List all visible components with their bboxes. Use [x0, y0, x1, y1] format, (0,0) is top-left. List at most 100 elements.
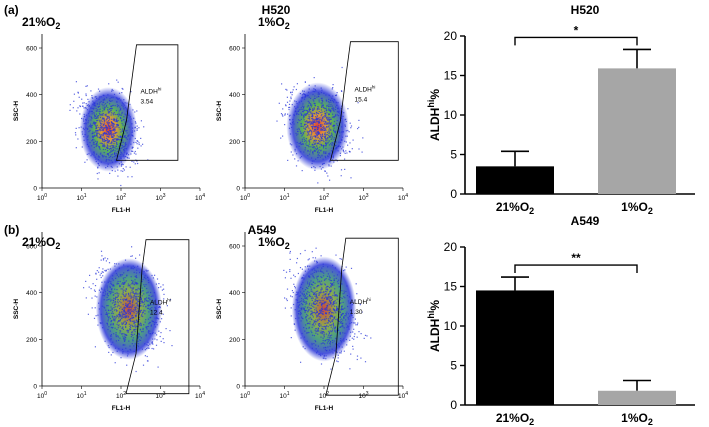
event-dot [303, 151, 305, 153]
event-dot [324, 278, 326, 280]
event-dot [124, 335, 126, 337]
event-dot [102, 292, 104, 294]
event-dot [313, 271, 315, 273]
event-dot [322, 139, 324, 141]
event-dot [339, 326, 341, 328]
event-dot [119, 128, 121, 130]
event-dot [290, 91, 292, 93]
event-dot [136, 140, 138, 142]
event-dot [305, 139, 307, 142]
event-dot [325, 123, 327, 125]
event-dot [136, 299, 138, 301]
event-dot [134, 111, 136, 113]
event-dot [326, 172, 328, 174]
event-dot [129, 300, 131, 302]
event-dot [115, 161, 117, 163]
event-dot [314, 135, 316, 137]
event-dot [111, 142, 113, 144]
flow-x-axis-label: FL1-H [315, 207, 334, 214]
event-dot [125, 288, 127, 290]
event-dot [324, 283, 326, 285]
event-dot [329, 136, 331, 138]
event-dot [353, 328, 355, 330]
event-dot [325, 278, 327, 280]
gate-label-sup: hi [372, 85, 376, 90]
event-dot [113, 133, 115, 135]
event-dot [297, 305, 299, 308]
event-dot [308, 105, 310, 107]
event-dot [344, 119, 346, 121]
event-dot [93, 151, 95, 153]
event-dot [110, 132, 112, 134]
event-dot [137, 311, 139, 313]
flow-y-tick-label: 600 [26, 244, 37, 251]
event-dot [154, 274, 156, 276]
event-dot [317, 92, 319, 94]
event-dot [100, 250, 103, 252]
event-dot [162, 284, 164, 286]
event-dot [336, 298, 338, 300]
event-dot [307, 100, 309, 102]
event-dot [118, 267, 120, 269]
event-dot [312, 118, 314, 120]
event-dot [114, 298, 117, 300]
event-dot [320, 125, 322, 128]
event-dot [104, 289, 106, 291]
event-dot [323, 336, 325, 338]
event-dot [93, 104, 95, 106]
event-dot [111, 166, 113, 168]
event-dot [315, 118, 317, 120]
flow-x-tick-label: 101 [76, 391, 86, 400]
event-dot [118, 339, 120, 341]
event-dot [105, 128, 108, 130]
event-dot [90, 125, 92, 127]
event-dot [294, 148, 296, 150]
event-dot [284, 124, 286, 126]
event-dot [127, 350, 129, 352]
gate-label-sup: hi [367, 297, 371, 302]
event-dot [320, 324, 322, 326]
event-dot [102, 124, 104, 126]
event-dot [120, 302, 122, 304]
event-dot [135, 283, 137, 285]
event-dot [311, 127, 314, 129]
event-dot [109, 330, 111, 332]
event-dot [288, 103, 291, 105]
event-dot [115, 335, 117, 337]
event-dot [333, 110, 335, 112]
event-dot [132, 300, 134, 302]
event-dot [349, 142, 351, 144]
event-dot [95, 144, 97, 146]
event-dot [307, 296, 309, 298]
tick-exponent: 1 [84, 193, 87, 199]
event-dot [294, 158, 296, 160]
event-dot [304, 140, 306, 142]
event-dot [328, 309, 330, 311]
event-dot [308, 322, 310, 325]
event-dot [112, 96, 114, 99]
event-dot [329, 161, 331, 163]
event-dot [320, 311, 322, 313]
event-dot [123, 99, 125, 101]
event-dot [326, 275, 328, 277]
event-dot [286, 101, 289, 103]
event-dot [316, 293, 318, 295]
event-dot [89, 125, 91, 127]
event-dot [296, 153, 298, 155]
event-dot [96, 109, 98, 111]
event-dot [307, 111, 309, 113]
event-dot [132, 296, 134, 298]
event-dot [83, 136, 85, 138]
event-dot [132, 291, 134, 293]
event-dot [327, 286, 329, 288]
flow-y-tick-label: 200 [26, 337, 37, 344]
scatter-cloud [69, 79, 149, 187]
event-dot [122, 168, 124, 170]
event-dot [90, 126, 92, 128]
event-dot [303, 93, 305, 96]
event-dot [100, 137, 102, 139]
event-dot [319, 121, 321, 123]
event-dot [116, 138, 119, 140]
event-dot [316, 260, 318, 262]
event-dot [137, 340, 139, 342]
